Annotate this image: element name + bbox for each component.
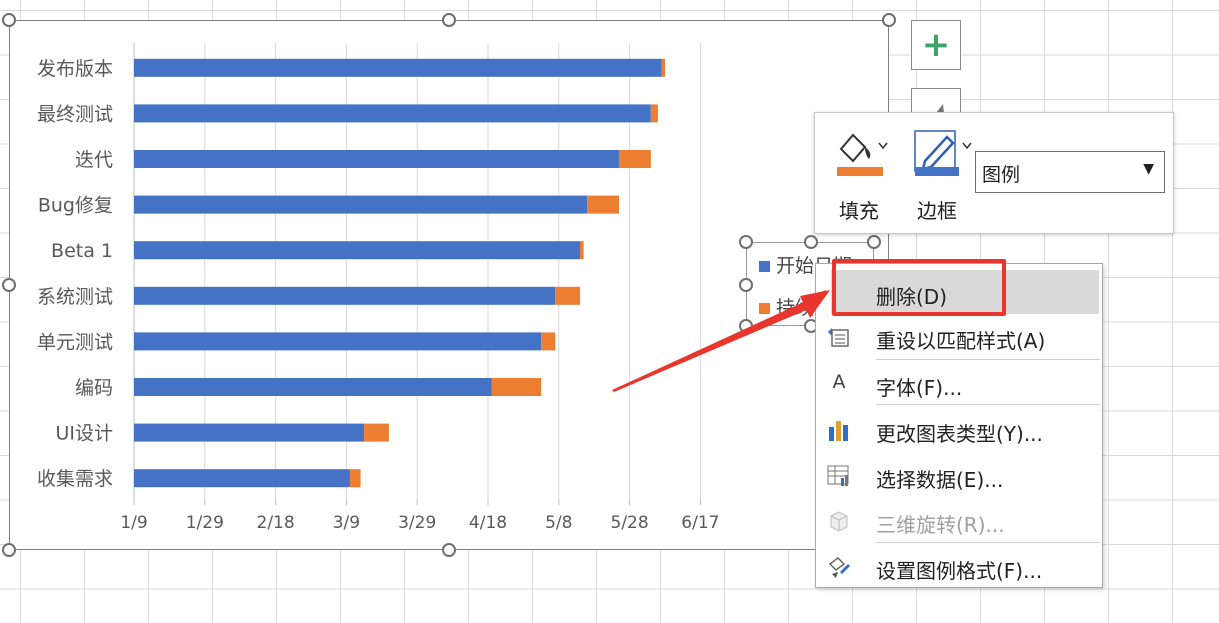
- menu-item-select-data[interactable]: 选择数据(E)...: [816, 453, 1102, 497]
- format-legend-icon: [826, 554, 852, 580]
- y-category-label: Bug修复: [38, 195, 113, 217]
- y-category-label: 单元测试: [37, 331, 113, 353]
- bar-duration[interactable]: [555, 286, 581, 305]
- chart-elements-button[interactable]: +: [911, 20, 961, 70]
- bar-duration[interactable]: [349, 469, 361, 488]
- legend-handle-top-left[interactable]: [739, 235, 753, 249]
- bar-duration[interactable]: [618, 150, 651, 168]
- menu-item-reset-style[interactable]: 重设以匹配样式(A): [816, 314, 1102, 358]
- bar-start-date[interactable]: [134, 423, 365, 442]
- border-button[interactable]: 边框: [907, 123, 972, 228]
- format-mini-toolbar: 填充 边框 图例 ▼: [814, 112, 1174, 234]
- chart-element-select[interactable]: 图例 ▼: [975, 151, 1165, 193]
- y-category-label: 编码: [75, 377, 113, 399]
- resize-handle-bottom-middle[interactable]: [442, 543, 456, 557]
- resize-handle-middle-left[interactable]: [2, 278, 16, 292]
- legend-handle-middle-left[interactable]: [739, 278, 753, 292]
- menu-item-font[interactable]: A 字体(F)...: [816, 361, 1102, 405]
- y-category-label: 最终测试: [37, 103, 113, 125]
- x-tick-label: 1/29: [186, 513, 224, 533]
- legend-handle-bottom-left[interactable]: [739, 319, 753, 333]
- bar-start-date[interactable]: [134, 378, 492, 396]
- resize-handle-top-right[interactable]: [882, 13, 896, 27]
- y-category-label: 发布版本: [37, 58, 113, 80]
- x-tick-label: 6/17: [681, 513, 719, 533]
- legend-handle-top-middle[interactable]: [804, 235, 818, 249]
- y-category-label: UI设计: [55, 423, 113, 445]
- menu-item-delete[interactable]: 删除(D): [831, 270, 1099, 314]
- fill-bucket-icon: [837, 133, 888, 176]
- x-tick-label: 3/9: [333, 513, 360, 533]
- bar-start-date[interactable]: [134, 58, 662, 77]
- bar-start-date[interactable]: [134, 332, 542, 351]
- bar-duration[interactable]: [661, 58, 665, 77]
- bar-start-date[interactable]: [134, 469, 350, 488]
- bar-duration[interactable]: [541, 332, 556, 351]
- highlight-box: [832, 259, 1006, 316]
- resize-handle-top-left[interactable]: [2, 13, 16, 27]
- menu-label-change-chart-type: 更改图表类型(Y)...: [876, 422, 1043, 446]
- bar-start-date[interactable]: [134, 104, 651, 123]
- menu-label-delete: 删除(D): [876, 285, 948, 309]
- bar-duration[interactable]: [650, 104, 658, 123]
- gantt-chart: 1/9 1/29 2/18 3/9 3/29 4/18 5/8 5/28 6/17 发布版本最终测…: [37, 43, 719, 533]
- x-tick-label: 5/8: [545, 513, 572, 533]
- menu-item-change-chart-type[interactable]: 更改图表类型(Y)...: [816, 407, 1102, 451]
- menu-label-3d-rotation: 三维旋转(R)...: [876, 513, 1005, 537]
- menu-label-select-data: 选择数据(E)...: [876, 468, 1004, 492]
- resize-handle-bottom-left[interactable]: [2, 543, 16, 557]
- x-tick-label: 1/9: [120, 513, 147, 533]
- fill-label: 填充: [839, 199, 879, 223]
- legend-swatch-orange: [759, 303, 770, 314]
- font-icon: A: [832, 371, 846, 393]
- bar-duration[interactable]: [364, 423, 389, 442]
- chart-element-select-value: 图例: [982, 164, 1021, 186]
- y-category-label: 系统测试: [37, 286, 113, 308]
- menu-label-font: 字体(F)...: [876, 376, 963, 400]
- x-tick-label: 5/28: [611, 513, 649, 533]
- 3d-rotation-icon: [826, 508, 852, 534]
- select-data-icon: [826, 463, 852, 489]
- y-category-label: Beta 1: [51, 240, 113, 262]
- bar-duration[interactable]: [587, 195, 619, 214]
- y-category-label: 收集需求: [37, 468, 113, 490]
- chart-type-icon: [826, 417, 852, 443]
- menu-item-3d-rotation: 三维旋转(R)...: [816, 498, 1102, 542]
- border-label: 边框: [917, 199, 957, 223]
- x-tick-label: 2/18: [257, 513, 295, 533]
- menu-separator: [876, 359, 1100, 360]
- bar-start-date[interactable]: [134, 150, 619, 168]
- menu-item-format-legend[interactable]: 设置图例格式(F)...: [816, 544, 1102, 588]
- legend-handle-top-right[interactable]: [867, 235, 881, 249]
- bar-duration[interactable]: [580, 241, 584, 260]
- bar-start-date[interactable]: [134, 241, 581, 260]
- plus-icon: +: [921, 25, 951, 65]
- border-pen-icon: [914, 130, 972, 176]
- menu-separator: [876, 404, 1100, 405]
- x-tick-label: 4/18: [469, 513, 507, 533]
- menu-label-reset-style: 重设以匹配样式(A): [876, 329, 1046, 353]
- bar-start-date[interactable]: [134, 195, 588, 214]
- reset-style-icon: [826, 324, 852, 350]
- context-menu: 删除(D) 重设以匹配样式(A) A 字体(F)... 更改图表类型(Y)...…: [815, 263, 1103, 588]
- dropdown-arrow-icon: ▼: [1143, 161, 1154, 177]
- menu-label-format-legend: 设置图例格式(F)...: [876, 559, 1043, 583]
- bar-duration[interactable]: [491, 378, 542, 396]
- x-tick-label: 3/29: [398, 513, 436, 533]
- legend-swatch-blue: [759, 261, 770, 272]
- fill-button[interactable]: 填充: [829, 123, 889, 228]
- resize-handle-top-middle[interactable]: [442, 13, 456, 27]
- bar-start-date[interactable]: [134, 286, 556, 305]
- y-category-label: 迭代: [75, 149, 113, 171]
- menu-separator: [876, 542, 1100, 543]
